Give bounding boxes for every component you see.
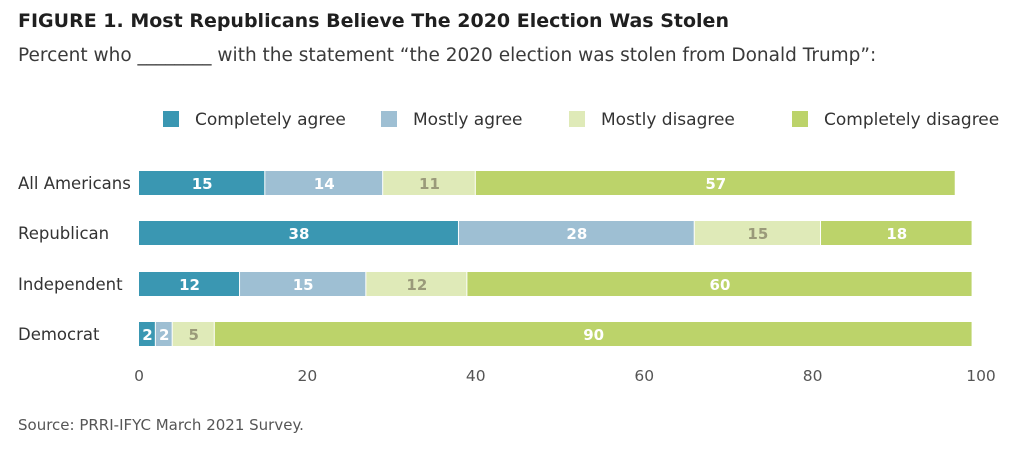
legend-swatch-mostly-disagree xyxy=(569,111,585,127)
bar-segment xyxy=(139,322,155,346)
bar-segment xyxy=(694,221,821,245)
bar-data-label: 60 xyxy=(710,276,731,294)
bar-segment xyxy=(366,272,467,296)
legend-swatch-completely-agree xyxy=(163,111,179,127)
x-tick-label: 40 xyxy=(466,367,486,385)
bar-segment xyxy=(214,322,972,346)
bar-data-label: 2 xyxy=(159,326,169,344)
category-label-democrat: Democrat xyxy=(18,325,100,344)
bar-segment xyxy=(383,171,475,195)
bar-segment xyxy=(265,171,383,195)
legend-swatch-completely-disagree xyxy=(792,111,808,127)
bar-data-label: 5 xyxy=(189,326,199,344)
legend-label-mostly-agree: Mostly agree xyxy=(413,110,523,130)
bar-data-label: 12 xyxy=(179,276,200,294)
bar-segment xyxy=(458,221,694,245)
category-label-independent: Independent xyxy=(18,275,123,294)
bar-segment xyxy=(139,272,240,296)
x-tick-label: 0 xyxy=(134,367,144,385)
bar-data-label: 15 xyxy=(293,276,314,294)
bar-segment xyxy=(240,272,366,296)
bar-segment xyxy=(821,221,972,245)
figure-subtitle: Percent who ________ with the statement … xyxy=(18,45,877,66)
x-tick-label: 80 xyxy=(803,367,823,385)
bar-segment xyxy=(155,322,172,346)
bar-segment xyxy=(172,322,214,346)
bar-data-label: 15 xyxy=(192,175,213,193)
figure-title: FIGURE 1. Most Republicans Believe The 2… xyxy=(18,10,729,32)
legend-label-mostly-disagree: Mostly disagree xyxy=(601,110,735,130)
bar-data-label: 28 xyxy=(566,225,587,243)
bar-segment xyxy=(139,171,265,195)
bar-data-label: 14 xyxy=(314,175,335,193)
bar-data-label: 38 xyxy=(289,225,310,243)
bar-segment xyxy=(475,171,955,195)
bar-data-label: 57 xyxy=(705,175,726,193)
bar-data-label: 11 xyxy=(419,175,440,193)
x-tick-label: 60 xyxy=(634,367,654,385)
bar-data-label: 18 xyxy=(886,225,907,243)
x-tick-label: 100 xyxy=(966,367,996,385)
category-label-all-americans: All Americans xyxy=(18,174,131,193)
legend-swatch-mostly-agree xyxy=(381,111,397,127)
bar-data-label: 15 xyxy=(747,225,768,243)
source-note: Source: PRRI-IFYC March 2021 Survey. xyxy=(18,416,304,434)
legend-label-completely-agree: Completely agree xyxy=(195,110,346,130)
legend-label-completely-disagree: Completely disagree xyxy=(824,110,999,130)
bar-data-label: 12 xyxy=(406,276,427,294)
x-tick-label: 20 xyxy=(298,367,318,385)
bar-segment xyxy=(139,221,458,245)
bar-data-label: 2 xyxy=(142,326,152,344)
category-label-republican: Republican xyxy=(18,224,109,243)
bar-segment xyxy=(467,272,972,296)
bar-data-label: 90 xyxy=(583,326,604,344)
